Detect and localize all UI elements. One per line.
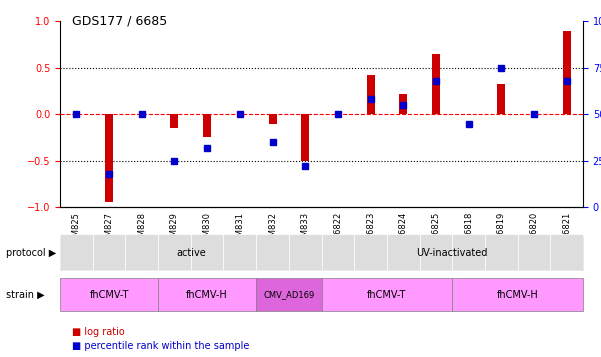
Bar [432, 54, 440, 114]
Text: UV-inactivated: UV-inactivated [416, 248, 488, 258]
Bar [399, 94, 407, 114]
Text: ■ percentile rank within the sample: ■ percentile rank within the sample [72, 341, 249, 351]
Bar [497, 84, 505, 114]
Bar [105, 114, 113, 202]
Text: fhCMV-H: fhCMV-H [497, 290, 538, 300]
Text: fhCMV-T: fhCMV-T [90, 290, 129, 300]
Bar [367, 75, 374, 114]
Text: protocol ▶: protocol ▶ [6, 248, 56, 258]
Bar [301, 114, 309, 161]
Text: GDS177 / 6685: GDS177 / 6685 [72, 14, 167, 27]
Text: active: active [176, 248, 206, 258]
Text: fhCMV-H: fhCMV-H [186, 290, 228, 300]
Text: fhCMV-T: fhCMV-T [367, 290, 407, 300]
Text: ■ log ratio: ■ log ratio [72, 327, 125, 337]
Bar [269, 114, 276, 124]
Bar [563, 31, 570, 114]
Text: strain ▶: strain ▶ [6, 290, 44, 300]
Text: CMV_AD169: CMV_AD169 [263, 290, 314, 299]
Bar [203, 114, 211, 137]
Bar [171, 114, 178, 128]
